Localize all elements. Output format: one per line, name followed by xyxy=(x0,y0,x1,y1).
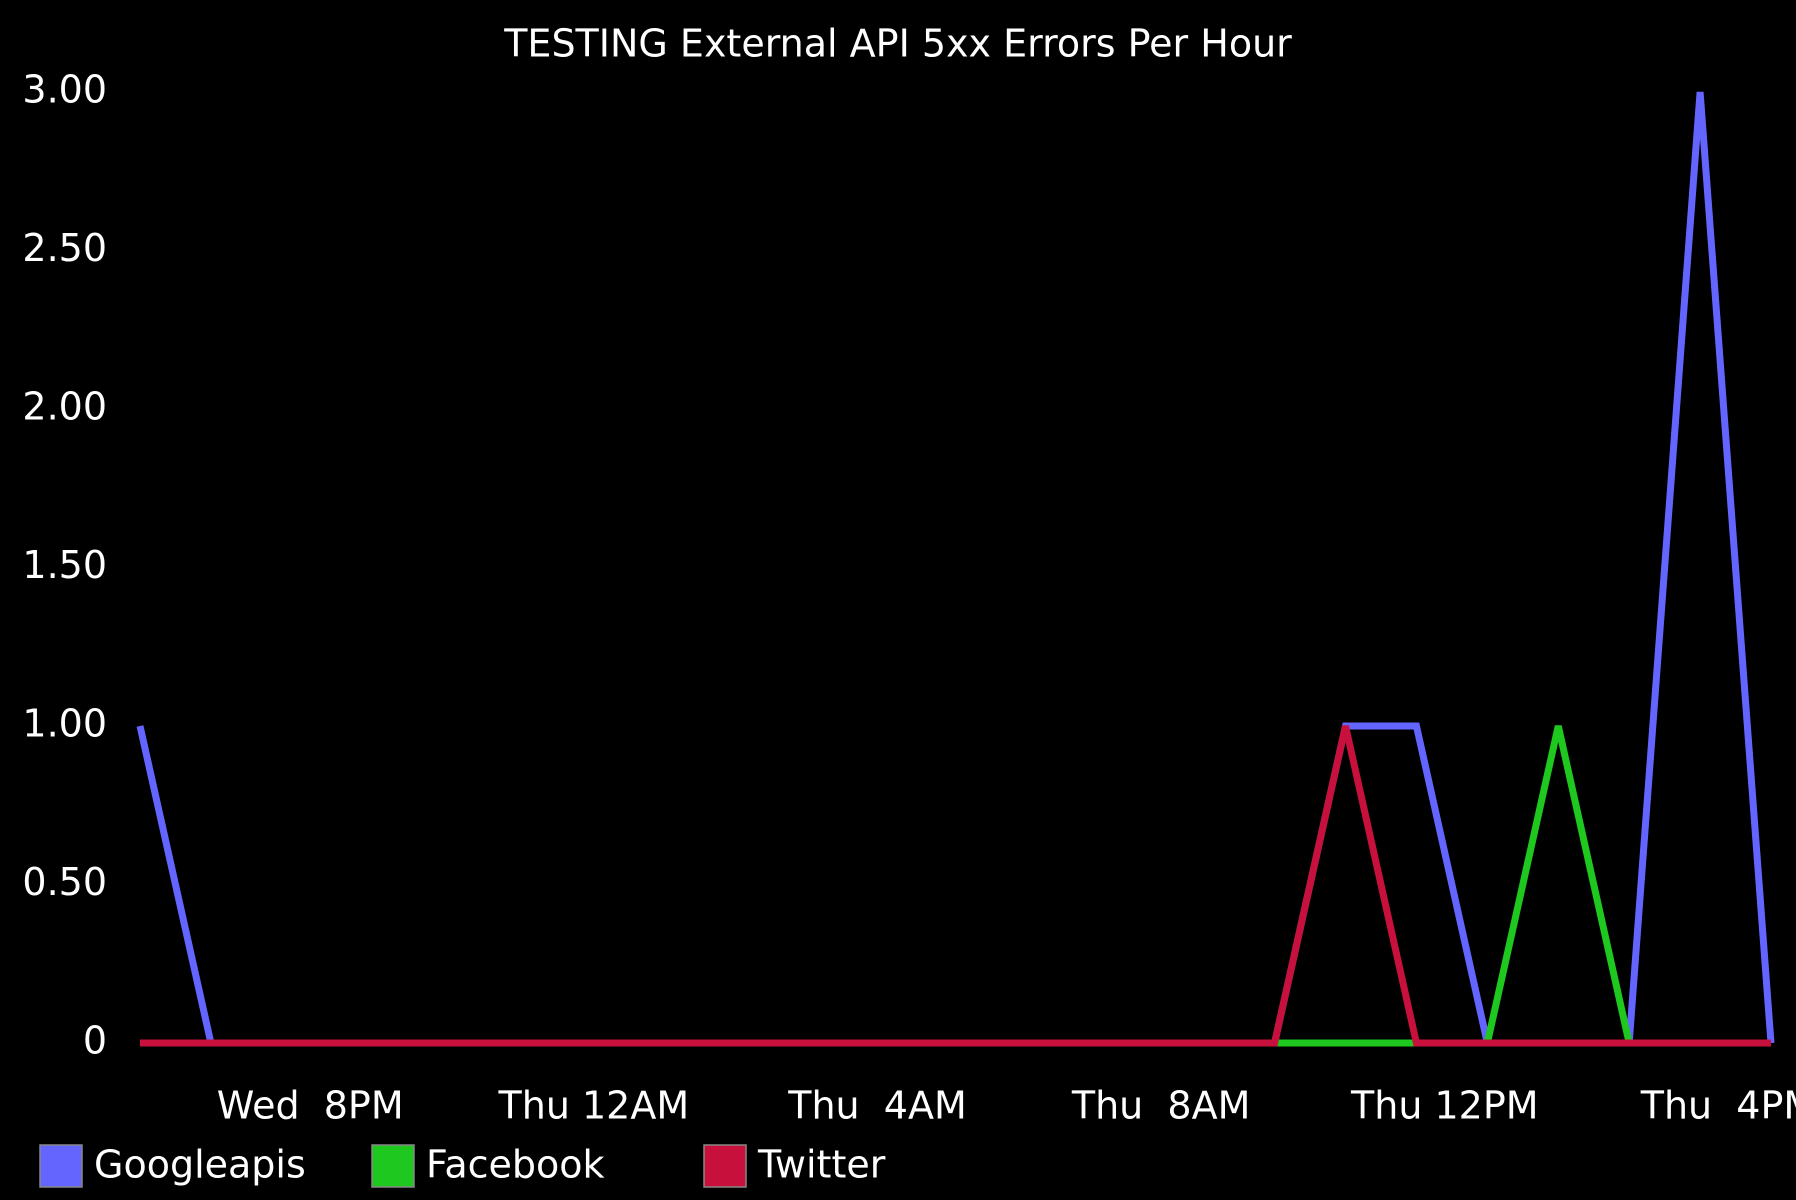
x-tick-label: Thu 8AM xyxy=(1071,1084,1251,1128)
x-tick-label: Thu 12AM xyxy=(498,1084,690,1128)
y-tick-label: 2.00 xyxy=(22,385,107,429)
x-tick-label: Thu 12PM xyxy=(1350,1084,1539,1128)
legend-label: Facebook xyxy=(426,1143,605,1187)
series-line xyxy=(140,725,1771,1047)
y-tick-label: 0.50 xyxy=(22,860,107,904)
series-line xyxy=(140,725,1771,1047)
y-tick-label: 3.00 xyxy=(22,68,107,112)
legend-label: Googleapis xyxy=(94,1143,306,1187)
legend-swatch xyxy=(39,1144,83,1188)
legend-swatch xyxy=(371,1144,415,1188)
x-tick-label: Thu 4AM xyxy=(787,1084,967,1128)
legend-swatch xyxy=(703,1144,747,1188)
legend-label: Twitter xyxy=(757,1143,886,1187)
x-tick-label: Thu 4PM xyxy=(1640,1084,1796,1128)
y-tick-label: 0 xyxy=(83,1019,107,1063)
y-tick-label: 2.50 xyxy=(22,226,107,270)
x-tick-label: Wed 8PM xyxy=(217,1084,404,1128)
chart-title: TESTING External API 5xx Errors Per Hour xyxy=(503,22,1292,66)
y-tick-label: 1.50 xyxy=(22,543,107,587)
y-tick-label: 1.00 xyxy=(22,702,107,746)
series-line xyxy=(136,91,1775,1047)
